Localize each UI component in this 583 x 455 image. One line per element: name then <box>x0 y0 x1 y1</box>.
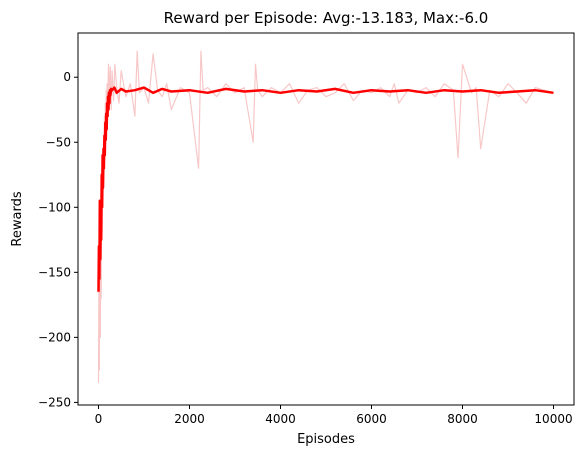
y-tick-label: −200 <box>38 330 71 344</box>
series-layer <box>97 50 554 383</box>
x-tick-label: 10000 <box>534 412 572 426</box>
plot-area <box>97 50 554 383</box>
y-tick-label: −100 <box>38 200 71 214</box>
x-axis: 0 2000 4000 6000 8000 10000 <box>95 405 573 426</box>
x-tick-label: 4000 <box>265 412 296 426</box>
y-tick-label: −150 <box>38 265 71 279</box>
y-tick-label: 0 <box>63 70 71 84</box>
y-tick-label: −250 <box>38 395 71 409</box>
chart-title: Reward per Episode: Avg:-13.183, Max:-6.… <box>164 9 489 27</box>
y-axis-label: Rewards <box>10 191 25 246</box>
x-tick-label: 6000 <box>356 412 387 426</box>
x-axis-label: Episodes <box>297 432 355 447</box>
smoothed-reward-line <box>97 86 554 292</box>
y-axis: 0 −50 −100 −150 −200 −250 <box>38 70 78 409</box>
x-tick-label: 2000 <box>174 412 205 426</box>
x-tick-label: 0 <box>95 412 103 426</box>
y-tick-label: −50 <box>46 135 71 149</box>
raw-reward-line <box>97 50 554 383</box>
axes-frame <box>77 32 575 406</box>
x-tick-label: 8000 <box>447 412 478 426</box>
